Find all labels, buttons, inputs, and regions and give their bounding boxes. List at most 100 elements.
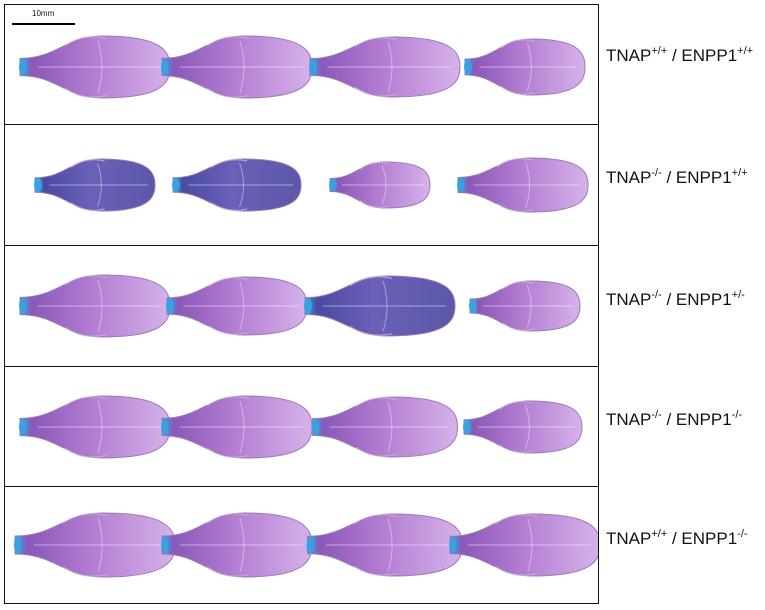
- zygomatic-arch: [359, 200, 389, 208]
- scale-bar-label: 10mm: [32, 9, 55, 18]
- skull-specimen: [469, 280, 581, 332]
- skull-specimen: [457, 157, 589, 213]
- coronal-suture: [97, 40, 103, 94]
- genotype-label-row-3: TNAP-/- / ENPP1+/-: [606, 289, 745, 310]
- skull-specimen: [166, 276, 308, 336]
- zygomatic-arch: [62, 566, 108, 577]
- zygomatic-arch: [211, 202, 248, 211]
- zygomatic-arch: [355, 397, 397, 408]
- skull-specimen: [449, 513, 598, 577]
- nasal-tip: [161, 536, 169, 554]
- coronal-suture: [97, 279, 103, 333]
- zygomatic-arch: [206, 513, 250, 524]
- nasal-tip: [19, 418, 27, 436]
- skull-specimen: [329, 161, 431, 209]
- zygomatic-arch: [353, 565, 398, 576]
- zygomatic-arch: [502, 281, 534, 290]
- zygomatic-arch: [211, 159, 248, 168]
- genotype-label-row-2: TNAP-/- / ENPP1+/+: [606, 167, 748, 188]
- zygomatic-arch: [64, 275, 108, 286]
- skull-specimen: [14, 512, 176, 578]
- nasal-tip: [457, 177, 465, 193]
- row-5: [5, 486, 598, 603]
- skull-row-1-images: [19, 35, 586, 99]
- zygomatic-arch: [349, 276, 393, 287]
- genotype-label-row-5: TNAP+/+ / ENPP1-/-: [606, 528, 748, 549]
- zygomatic-arch: [354, 37, 398, 48]
- row-4: [5, 366, 598, 486]
- skull-specimen: [19, 395, 171, 459]
- coronal-suture: [525, 162, 531, 208]
- zygomatic-arch: [64, 36, 108, 47]
- zygomatic-arch: [494, 514, 538, 525]
- zygomatic-arch: [500, 39, 535, 49]
- nasal-tip: [34, 177, 42, 193]
- coronal-suture: [97, 517, 103, 573]
- coronal-suture: [382, 280, 388, 332]
- zygomatic-arch: [206, 396, 250, 407]
- zygomatic-arch: [208, 277, 249, 287]
- zygomatic-arch: [64, 87, 108, 98]
- coronal-suture: [526, 284, 532, 328]
- zygomatic-arch: [496, 202, 534, 212]
- nasal-tip: [304, 297, 312, 315]
- skull-specimen: [304, 275, 456, 337]
- skull-specimen: [161, 512, 313, 578]
- zygomatic-arch: [206, 447, 250, 458]
- skull-row-4-images: [19, 395, 583, 459]
- skull-specimen: [161, 35, 313, 99]
- row-2: [5, 124, 598, 245]
- nasal-tip: [172, 177, 180, 193]
- skull-specimen: [19, 35, 171, 99]
- coronal-suture: [526, 43, 532, 91]
- skull-specimen: [464, 38, 586, 96]
- coronal-suture: [387, 41, 393, 93]
- zygomatic-arch: [208, 325, 249, 335]
- nasal-tip: [309, 58, 317, 76]
- zygomatic-arch: [206, 36, 250, 47]
- nasal-tip: [14, 536, 22, 554]
- coronal-suture: [239, 517, 245, 573]
- zygomatic-arch: [500, 85, 535, 95]
- nasal-tip: [311, 418, 320, 436]
- nasal-tip: [463, 419, 471, 435]
- zygomatic-arch: [206, 566, 250, 577]
- zygomatic-arch: [494, 565, 538, 576]
- zygomatic-arch: [70, 159, 105, 168]
- zygomatic-arch: [206, 87, 250, 98]
- coronal-suture: [239, 400, 245, 454]
- skull-row-5-images: [14, 512, 598, 578]
- zygomatic-arch: [499, 444, 533, 453]
- skull-specimen: [463, 400, 583, 454]
- coronal-suture: [381, 165, 387, 205]
- zygomatic-arch: [499, 401, 533, 410]
- coronal-suture: [97, 400, 103, 454]
- coronal-suture: [239, 162, 245, 208]
- coronal-suture: [387, 518, 393, 572]
- nasal-tip: [166, 297, 174, 315]
- skull-specimen: [34, 158, 156, 212]
- coronal-suture: [96, 162, 102, 208]
- panel-frame: [4, 4, 599, 604]
- skull-row-2-images: [34, 157, 589, 213]
- coronal-suture: [524, 404, 530, 450]
- zygomatic-arch: [70, 202, 105, 211]
- nasal-tip: [19, 297, 27, 315]
- nasal-tip: [449, 536, 457, 554]
- skull-specimen: [19, 274, 171, 338]
- coronal-suture: [239, 40, 245, 94]
- coronal-suture: [239, 281, 245, 331]
- skull-specimen: [161, 395, 313, 459]
- nasal-tip: [464, 59, 472, 75]
- nasal-tip: [161, 418, 169, 436]
- coronal-suture: [527, 518, 533, 572]
- skull-specimen: [309, 36, 461, 98]
- zygomatic-arch: [496, 158, 534, 168]
- nasal-tip: [469, 299, 477, 313]
- zygomatic-arch: [64, 447, 108, 458]
- zygomatic-arch: [359, 162, 389, 170]
- nasal-tip: [161, 58, 169, 76]
- skull-specimen: [172, 158, 302, 212]
- zygomatic-arch: [353, 514, 398, 525]
- genotype-label-row-4: TNAP-/- / ENPP1-/-: [606, 409, 743, 430]
